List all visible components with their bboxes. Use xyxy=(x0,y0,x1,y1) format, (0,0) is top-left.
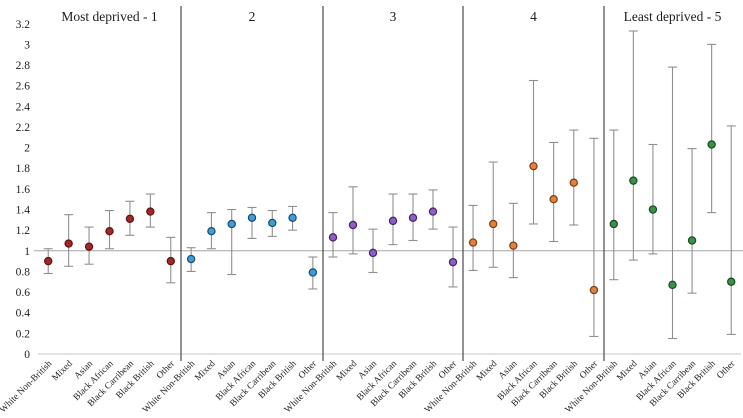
x-tick-label: Mixed xyxy=(335,359,359,383)
y-tick-label: 2 xyxy=(24,143,30,155)
data-point xyxy=(569,178,578,187)
y-tick-label: 1 xyxy=(24,246,30,258)
data-point xyxy=(288,213,297,222)
data-point xyxy=(44,256,53,266)
y-tick-label: 1.6 xyxy=(16,184,31,196)
x-tick-label: Mixed xyxy=(51,359,75,383)
data-point xyxy=(247,213,257,222)
data-point xyxy=(105,226,114,236)
data-point xyxy=(448,257,458,267)
y-tick-label: 2.6 xyxy=(16,81,31,93)
data-point xyxy=(388,216,398,226)
x-tick-label: Mixed xyxy=(475,359,499,383)
data-point xyxy=(549,194,558,204)
x-tick-label: Mixed xyxy=(193,359,217,383)
x-tick-label: Other xyxy=(715,358,738,381)
y-tick-label: 1.8 xyxy=(16,163,31,175)
data-point xyxy=(609,219,618,229)
data-point xyxy=(589,285,599,295)
data-point xyxy=(529,161,538,171)
data-point xyxy=(186,254,196,264)
data-point xyxy=(368,248,378,258)
data-point xyxy=(509,241,518,250)
data-point xyxy=(629,176,638,185)
group-title: 4 xyxy=(530,9,537,24)
group-title: Least deprived - 5 xyxy=(624,9,722,24)
y-tick-label: 2.2 xyxy=(16,122,31,134)
group-title: Most deprived - 1 xyxy=(61,9,157,24)
data-point xyxy=(125,214,135,224)
data-point xyxy=(268,218,277,228)
data-point xyxy=(227,219,236,229)
data-point xyxy=(468,238,478,247)
data-point xyxy=(727,277,736,286)
data-point xyxy=(348,220,358,230)
x-tick-label: Mixed xyxy=(615,359,639,383)
y-tick-label: 1.2 xyxy=(16,225,31,237)
y-tick-label: 2.4 xyxy=(16,101,31,113)
data-point xyxy=(707,140,716,149)
data-point xyxy=(408,213,418,222)
y-tick-label: 3.2 xyxy=(16,19,31,31)
data-point xyxy=(428,207,438,216)
data-point xyxy=(84,242,94,251)
y-tick-label: 0.4 xyxy=(16,308,31,320)
group-title: 3 xyxy=(390,9,397,24)
data-point xyxy=(146,207,155,216)
data-point xyxy=(648,205,658,214)
group-title: 2 xyxy=(249,9,256,24)
x-tick-label: White Non-British xyxy=(0,359,55,415)
data-point xyxy=(166,256,175,266)
data-point xyxy=(64,239,73,248)
y-tick-label: 0.6 xyxy=(16,287,31,299)
y-tick-label: 2.8 xyxy=(16,60,31,72)
y-tick-label: 3 xyxy=(24,39,30,51)
y-tick-label: 1.4 xyxy=(16,205,31,217)
data-point xyxy=(489,219,498,229)
data-point xyxy=(668,280,677,290)
y-tick-label: 0.8 xyxy=(16,266,31,278)
data-point xyxy=(308,268,318,277)
data-point xyxy=(207,226,216,236)
y-tick-label: 0 xyxy=(24,349,30,361)
data-point xyxy=(328,233,338,242)
data-point xyxy=(687,236,697,245)
y-tick-label: 0.2 xyxy=(16,328,31,340)
